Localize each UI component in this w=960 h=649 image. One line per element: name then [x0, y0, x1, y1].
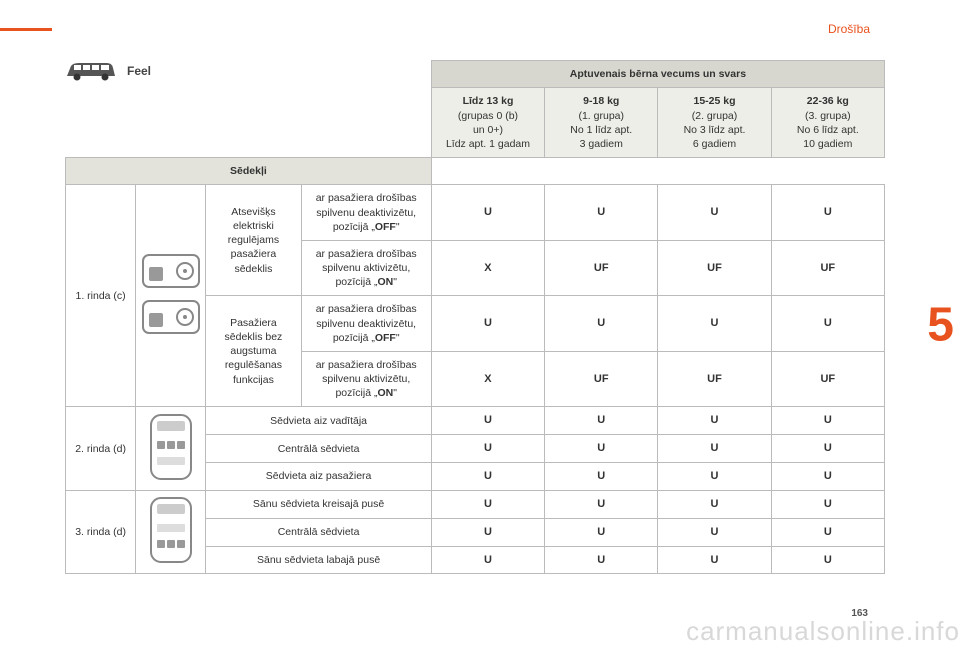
table-cell: UF — [658, 351, 771, 407]
blank-cell — [66, 61, 432, 88]
group-col-2: 15-25 kg (2. grupa) No 3 līdz apt. 6 gad… — [658, 88, 771, 158]
table-cell: U — [658, 407, 771, 435]
group-col-3: 22-36 kg (3. grupa) No 6 līdz apt. 10 ga… — [771, 88, 884, 158]
table-cell: U — [658, 463, 771, 491]
table-cell: U — [545, 296, 658, 352]
table-cell: U — [658, 185, 771, 241]
table-cell: U — [545, 185, 658, 241]
row3-pos2: Sānu sēdvieta labajā pusē — [206, 546, 432, 574]
table-cell: U — [545, 407, 658, 435]
table-cell: X — [431, 351, 544, 407]
table-cell: U — [431, 463, 544, 491]
table-cell: U — [771, 546, 884, 574]
table-cell: U — [658, 518, 771, 546]
table-cell: U — [431, 185, 544, 241]
van-top-icon — [147, 496, 195, 564]
row3-pos0: Sānu sēdvieta kreisajā pusē — [206, 490, 432, 518]
row3-pos1: Centrālā sēdvieta — [206, 518, 432, 546]
table-cell: U — [771, 296, 884, 352]
table-cell: X — [431, 240, 544, 296]
group-col-0: Līdz 13 kg (grupas 0 (b) un 0+) Līdz apt… — [431, 88, 544, 158]
row2-label: 2. rinda (d) — [66, 407, 136, 491]
table-cell: U — [771, 490, 884, 518]
row1-seatA-on-desc: ar pasažiera drošības spilvenu aktivizēt… — [301, 240, 431, 296]
table-cell: U — [771, 518, 884, 546]
table-cell: U — [545, 546, 658, 574]
watermark: carmanualsonline.info — [686, 616, 960, 647]
table-cell: U — [431, 407, 544, 435]
row2-pos0: Sēdvieta aiz vadītāja — [206, 407, 432, 435]
table-cell: UF — [545, 240, 658, 296]
table-cell: UF — [545, 351, 658, 407]
table-cell: U — [545, 518, 658, 546]
table-cell: U — [658, 490, 771, 518]
table-cell: U — [431, 490, 544, 518]
row3-label: 3. rinda (d) — [66, 490, 136, 574]
seats-header: Sēdekļi — [66, 158, 432, 185]
row1-seat-icons — [136, 185, 206, 407]
table-cell: U — [431, 546, 544, 574]
row1-seatB-name: Pasažiera sēdeklis bez augstuma regulēša… — [206, 296, 301, 407]
row2-pos1: Centrālā sēdvieta — [206, 435, 432, 463]
row3-seat-icon — [136, 490, 206, 574]
row2-pos2: Sēdvieta aiz pasažiera — [206, 463, 432, 491]
age-weight-header: Aptuvenais bērna vecums un svars — [431, 61, 884, 88]
table-cell: UF — [771, 240, 884, 296]
section-title: Drošība — [828, 22, 870, 36]
table-cell: U — [431, 518, 544, 546]
van-top-icon — [147, 413, 195, 481]
row1-label: 1. rinda (c) — [66, 185, 136, 407]
chapter-number: 5 — [927, 297, 954, 352]
table-cell: U — [771, 463, 884, 491]
table-cell: U — [545, 435, 658, 463]
cab-seat-icon — [141, 299, 201, 335]
blank-cell — [66, 88, 432, 158]
table-cell: U — [658, 546, 771, 574]
row1-seatA-name: Atsevišķs elektriski regulējams pasažier… — [206, 185, 301, 296]
table-cell: U — [771, 407, 884, 435]
table-cell: U — [771, 185, 884, 241]
top-accent-rule — [0, 28, 52, 31]
group-col-1: 9-18 kg (1. grupa) No 1 līdz apt. 3 gadi… — [545, 88, 658, 158]
table-cell: U — [545, 490, 658, 518]
table-cell: U — [771, 435, 884, 463]
row1-seatB-on-desc: ar pasažiera drošības spilvenu aktivizēt… — [301, 351, 431, 407]
row1-seatB-off-desc: ar pasažiera drošības spilvenu deaktiviz… — [301, 296, 431, 352]
cab-seat-icon — [141, 253, 201, 289]
row1-seatA-off-desc: ar pasažiera drošības spilvenu deaktiviz… — [301, 185, 431, 241]
table-cell: U — [431, 296, 544, 352]
row2-seat-icon — [136, 407, 206, 491]
seat-compatibility-table: Aptuvenais bērna vecums un svars Līdz 13… — [65, 60, 885, 574]
table-cell: U — [431, 435, 544, 463]
table-cell: U — [658, 296, 771, 352]
table-cell: UF — [771, 351, 884, 407]
table-cell: UF — [658, 240, 771, 296]
table-cell: U — [545, 463, 658, 491]
table-cell: U — [658, 435, 771, 463]
